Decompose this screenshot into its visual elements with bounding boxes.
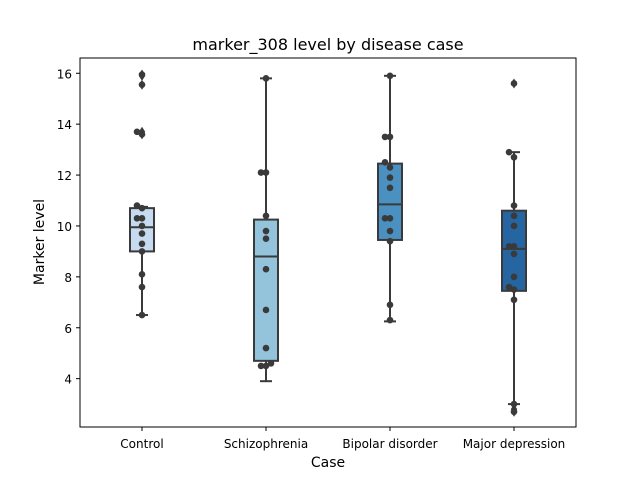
data-point — [262, 362, 270, 370]
data-point — [133, 128, 141, 136]
data-point — [138, 283, 146, 291]
data-point — [381, 133, 389, 141]
x-tick-label: Schizophrenia — [224, 437, 308, 451]
data-point — [386, 237, 394, 245]
x-tick-label: Bipolar disorder — [342, 437, 437, 451]
y-tick-label: 12 — [57, 169, 72, 183]
data-point — [381, 159, 389, 166]
data-point — [138, 71, 146, 78]
data-point — [510, 202, 518, 209]
data-point — [510, 243, 518, 250]
data-point — [262, 235, 270, 242]
box-group — [377, 74, 403, 323]
y-axis-label: Marker level — [32, 199, 48, 285]
data-point — [386, 184, 394, 192]
data-point — [510, 296, 518, 304]
y-tick-label: 4 — [64, 373, 72, 387]
data-point — [386, 72, 394, 80]
box-group — [129, 69, 155, 317]
data-point — [138, 222, 146, 230]
data-point — [138, 81, 146, 89]
data-point — [262, 227, 270, 235]
data-point — [386, 316, 394, 324]
data-point — [138, 311, 146, 319]
data-point — [133, 215, 141, 222]
y-tick-label: 16 — [57, 67, 72, 81]
data-point — [510, 408, 518, 416]
data-point — [510, 222, 518, 230]
data-point — [138, 230, 146, 237]
data-point — [262, 212, 270, 220]
data-point — [381, 215, 389, 222]
box-group — [253, 77, 279, 383]
data-point — [510, 250, 518, 258]
data-point — [262, 265, 270, 273]
data-point — [138, 204, 146, 212]
data-point — [257, 362, 265, 370]
x-tick-label: Major depression — [463, 437, 566, 451]
data-point — [510, 80, 518, 87]
plot-frame — [79, 57, 577, 428]
data-point — [505, 283, 513, 291]
data-point — [267, 360, 275, 367]
data-point — [386, 215, 394, 222]
plot-area — [129, 69, 527, 417]
data-point — [262, 169, 270, 176]
x-axis-label: Case — [311, 455, 345, 471]
data-point — [510, 286, 518, 293]
data-point — [138, 215, 146, 222]
data-point — [262, 306, 270, 314]
data-point — [386, 174, 394, 181]
x-axis: Control Schizophrenia Bipolar disorder Majo… — [120, 427, 565, 451]
data-point — [510, 400, 518, 408]
data-point — [386, 301, 394, 309]
data-point — [138, 131, 146, 138]
data-point — [386, 164, 394, 171]
data-point — [138, 271, 146, 278]
box — [253, 218, 279, 362]
y-tick-label: 8 — [64, 271, 72, 285]
y-axis: 4 6 8 10 12 14 16 — [57, 67, 80, 387]
data-point — [386, 133, 394, 141]
y-tick-label: 6 — [64, 322, 72, 336]
data-point — [386, 227, 394, 235]
y-tick-label: 14 — [57, 118, 72, 132]
y-tick-label: 10 — [57, 220, 72, 234]
data-point — [505, 243, 513, 250]
data-point — [138, 248, 146, 255]
data-point — [262, 344, 270, 352]
x-tick-label: Control — [120, 437, 163, 451]
data-point — [257, 169, 265, 176]
data-point — [510, 153, 518, 161]
data-point — [510, 273, 518, 281]
data-point — [262, 75, 270, 82]
data-point — [505, 148, 513, 156]
data-point — [138, 240, 146, 248]
data-point — [133, 202, 141, 209]
chart-title: marker_308 level by disease case — [192, 35, 463, 55]
data-point — [510, 212, 518, 220]
